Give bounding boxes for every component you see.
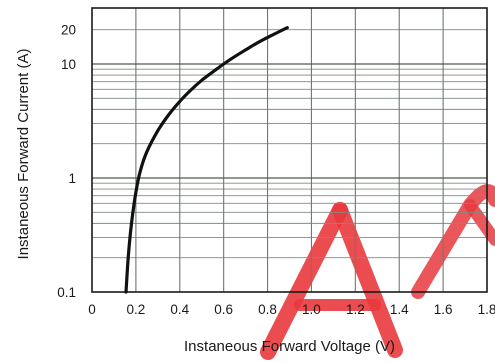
y-tick-label: 0.1 xyxy=(57,285,76,300)
x-tick-label: 1.6 xyxy=(434,302,453,317)
x-tick-labels: 0 0.2 0.4 0.6 0.8 1.0 1.2 1.4 1.6 1.8 xyxy=(88,302,495,317)
x-axis-title: Instaneous Forward Voltage (V) xyxy=(184,338,395,355)
x-tick-label: 1.8 xyxy=(478,302,495,317)
x-tick-label: 1.4 xyxy=(390,302,409,317)
y-axis-title: Instaneous Forward Current (A) xyxy=(15,49,32,260)
watermark-stroke xyxy=(332,202,403,358)
y-tick-labels: 0.1 1 10 20 xyxy=(57,23,76,300)
x-tick-label: 0.6 xyxy=(214,302,233,317)
x-tick-label: 0.2 xyxy=(126,302,145,317)
y-tick-label: 20 xyxy=(61,23,76,38)
grid-major-lines xyxy=(92,8,487,292)
y-tick-label: 10 xyxy=(61,57,76,72)
y-tick-label: 1 xyxy=(68,171,76,186)
x-tick-label: 1.2 xyxy=(346,302,365,317)
series-group xyxy=(124,26,289,294)
x-tick-label: 0 xyxy=(88,302,96,317)
watermark-stroke xyxy=(411,184,495,299)
x-tick-label: 1.0 xyxy=(302,302,321,317)
watermark xyxy=(260,184,495,360)
plot-frame xyxy=(91,7,488,293)
watermark-stroke xyxy=(260,202,348,360)
grid-minor-lines xyxy=(92,29,487,259)
x-tick-label: 0.4 xyxy=(170,302,189,317)
x-tick-label: 0.8 xyxy=(258,302,277,317)
series-line xyxy=(124,26,289,294)
watermark-stroke xyxy=(464,199,495,246)
